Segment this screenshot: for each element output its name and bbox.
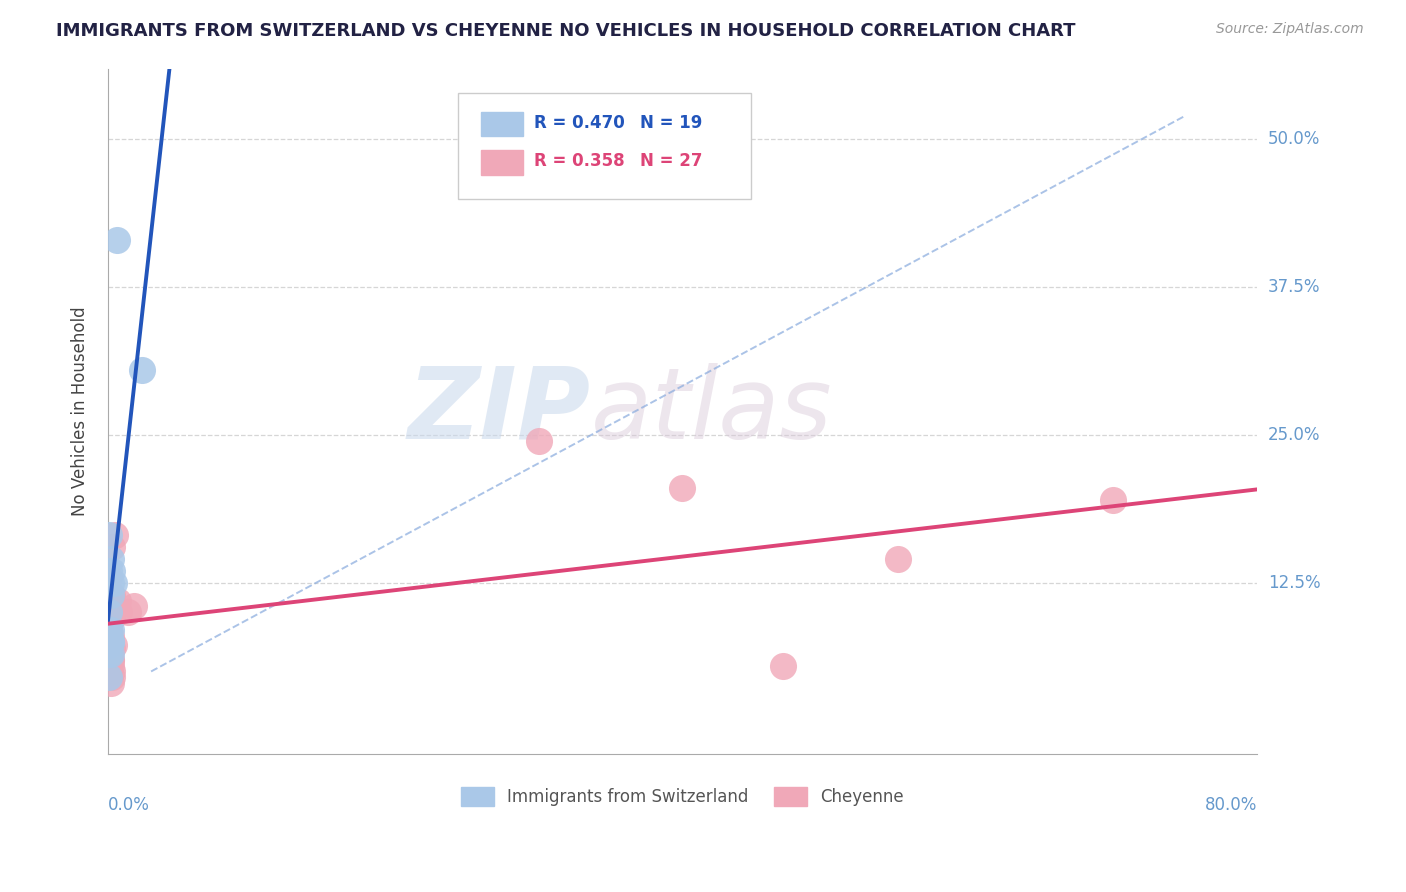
Y-axis label: No Vehicles in Household: No Vehicles in Household — [72, 307, 89, 516]
Legend: Immigrants from Switzerland, Cheyenne: Immigrants from Switzerland, Cheyenne — [453, 779, 912, 814]
Point — [104, 528, 127, 542]
Point — [100, 635, 122, 649]
Point — [108, 605, 131, 619]
Text: 0.0%: 0.0% — [108, 796, 150, 814]
Point — [98, 629, 121, 643]
Point — [101, 611, 124, 625]
Point — [122, 599, 145, 614]
Text: N = 27: N = 27 — [640, 153, 703, 170]
Point — [772, 658, 794, 673]
Text: 37.5%: 37.5% — [1268, 278, 1320, 296]
Point — [98, 665, 121, 679]
Point — [100, 647, 122, 661]
Point — [98, 570, 121, 584]
Point — [100, 652, 122, 666]
Point — [887, 552, 910, 566]
Text: R = 0.470: R = 0.470 — [534, 113, 626, 132]
Text: R = 0.358: R = 0.358 — [534, 153, 624, 170]
Text: 12.5%: 12.5% — [1268, 574, 1320, 591]
Point — [98, 617, 121, 632]
Point — [98, 564, 121, 578]
Point — [101, 665, 124, 679]
Point — [1102, 493, 1125, 508]
Text: IMMIGRANTS FROM SWITZERLAND VS CHEYENNE NO VEHICLES IN HOUSEHOLD CORRELATION CHA: IMMIGRANTS FROM SWITZERLAND VS CHEYENNE … — [56, 22, 1076, 40]
Point — [100, 588, 122, 602]
Point — [98, 605, 121, 619]
Text: 50.0%: 50.0% — [1268, 130, 1320, 148]
Point — [101, 588, 124, 602]
Point — [100, 676, 122, 690]
FancyBboxPatch shape — [481, 150, 523, 175]
Point — [98, 670, 121, 684]
Point — [105, 233, 128, 247]
Text: ZIP: ZIP — [408, 363, 591, 460]
Point — [100, 629, 122, 643]
Point — [131, 363, 153, 377]
Point — [103, 599, 125, 614]
Point — [100, 552, 122, 566]
FancyBboxPatch shape — [481, 112, 523, 136]
Point — [100, 635, 122, 649]
Point — [103, 639, 125, 653]
Text: N = 19: N = 19 — [640, 113, 703, 132]
Point — [98, 647, 121, 661]
Point — [101, 670, 124, 684]
Point — [100, 623, 122, 637]
Point — [98, 623, 121, 637]
Point — [98, 528, 121, 542]
Point — [527, 434, 550, 448]
Text: 25.0%: 25.0% — [1268, 426, 1320, 444]
Point — [107, 593, 129, 607]
Point — [103, 575, 125, 590]
Point — [101, 541, 124, 555]
Point — [101, 564, 124, 578]
FancyBboxPatch shape — [458, 93, 751, 199]
Point — [100, 605, 122, 619]
Point — [98, 639, 121, 653]
Point — [671, 481, 693, 495]
Point — [101, 640, 124, 655]
Point — [100, 575, 122, 590]
Text: atlas: atlas — [591, 363, 832, 460]
Text: Source: ZipAtlas.com: Source: ZipAtlas.com — [1216, 22, 1364, 37]
Point — [100, 658, 122, 673]
Point — [100, 652, 122, 666]
Text: 80.0%: 80.0% — [1205, 796, 1257, 814]
Point — [117, 605, 139, 619]
